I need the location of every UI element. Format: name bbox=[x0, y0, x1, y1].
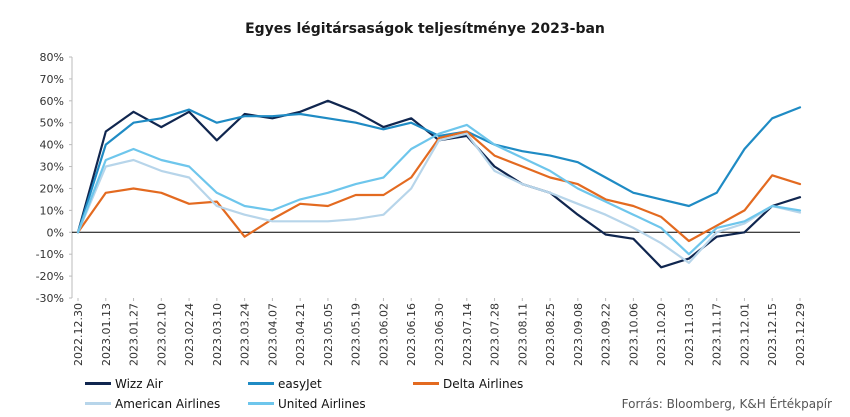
x-tick-label: 2023.09.08 bbox=[572, 303, 585, 366]
chart-title: Egyes légitársaságok teljesítménye 2023-… bbox=[245, 21, 605, 37]
x-tick-label: 2023.03.24 bbox=[239, 303, 252, 366]
x-tick-label: 2023.02.10 bbox=[155, 303, 168, 366]
x-tick-label: 2023.12.29 bbox=[794, 303, 807, 366]
x-tick-label: 2023.03.10 bbox=[211, 303, 224, 366]
x-tick-label: 2023.02.24 bbox=[183, 303, 196, 366]
y-tick-label: 0% bbox=[47, 226, 64, 239]
source-note: Forrás: Bloomberg, K&H Értékpapír bbox=[621, 397, 832, 411]
series-line-united-airlines bbox=[76, 123, 802, 256]
y-tick-label: 40% bbox=[40, 139, 64, 152]
x-tick-label: 2023.08.11 bbox=[516, 303, 529, 366]
x-tick-label: 2023.06.30 bbox=[433, 303, 446, 366]
legend-swatch-wizz-air bbox=[85, 382, 111, 385]
legend-item-easyjet: easyJet bbox=[248, 376, 322, 392]
y-tick-label: 10% bbox=[40, 204, 64, 217]
legend-swatch-united-airlines bbox=[248, 402, 274, 405]
legend-item-united-airlines: United Airlines bbox=[248, 396, 366, 412]
legend-item-wizz-air: Wizz Air bbox=[85, 376, 163, 392]
x-tick-label: 2023.11.03 bbox=[683, 303, 696, 366]
series-line-easyjet bbox=[76, 106, 802, 234]
legend-swatch-easyjet bbox=[248, 382, 274, 385]
series-line-wizz-air bbox=[76, 99, 802, 269]
legend-label-american-airlines: American Airlines bbox=[115, 397, 221, 411]
x-tick-label: 2023.06.02 bbox=[377, 303, 390, 366]
x-tick-label: 2023.05.05 bbox=[322, 303, 335, 366]
legend-item-delta-airlines: Delta Airlines bbox=[413, 376, 523, 392]
x-tick-label: 2023.05.19 bbox=[350, 303, 363, 366]
x-tick-label: 2023.04.07 bbox=[266, 303, 279, 366]
y-tick-label: 20% bbox=[40, 182, 64, 195]
y-tick-label: 60% bbox=[40, 95, 64, 108]
legend-swatch-delta-airlines bbox=[413, 382, 439, 385]
y-tick-label: 30% bbox=[40, 161, 64, 174]
x-tick-label: 2023.10.06 bbox=[627, 303, 640, 366]
legend-label-easyjet: easyJet bbox=[278, 377, 322, 391]
chart-legend: Wizz Air easyJet Delta Airlines American… bbox=[85, 376, 625, 416]
y-tick-label: 80% bbox=[40, 51, 64, 64]
x-tick-label: 2023.12.15 bbox=[766, 303, 779, 366]
series-line-delta-airlines bbox=[76, 130, 802, 243]
x-tick-label: 2023.09.22 bbox=[600, 303, 613, 366]
x-tick-label: 2023.04.21 bbox=[294, 303, 307, 366]
legend-label-united-airlines: United Airlines bbox=[278, 397, 366, 411]
x-tick-label: 2023.01.13 bbox=[100, 303, 113, 366]
x-tick-label: 2023.06.16 bbox=[405, 303, 418, 366]
x-tick-label: 2023.11.17 bbox=[711, 303, 724, 366]
y-tick-label: -30% bbox=[36, 292, 64, 305]
y-tick-label: -20% bbox=[36, 270, 64, 283]
x-tick-label: 2023.08.25 bbox=[544, 303, 557, 366]
y-tick-label: 70% bbox=[40, 73, 64, 86]
legend-swatch-american-airlines bbox=[85, 402, 111, 405]
legend-label-wizz-air: Wizz Air bbox=[115, 377, 163, 391]
x-tick-label: 2023.07.28 bbox=[489, 303, 502, 366]
y-tick-label: 50% bbox=[40, 117, 64, 130]
x-tick-label: 2023.07.14 bbox=[461, 303, 474, 366]
legend-label-delta-airlines: Delta Airlines bbox=[443, 377, 524, 391]
y-tick-label: -10% bbox=[36, 248, 64, 261]
x-tick-label: 2022.12.30 bbox=[72, 303, 85, 366]
legend-item-american-airlines: American Airlines bbox=[85, 396, 220, 412]
x-tick-label: 2023.12.01 bbox=[738, 303, 751, 366]
x-tick-label: 2023.01.27 bbox=[128, 303, 141, 366]
series-line-american-airlines bbox=[76, 132, 802, 264]
x-tick-label: 2023.10.20 bbox=[655, 303, 668, 366]
